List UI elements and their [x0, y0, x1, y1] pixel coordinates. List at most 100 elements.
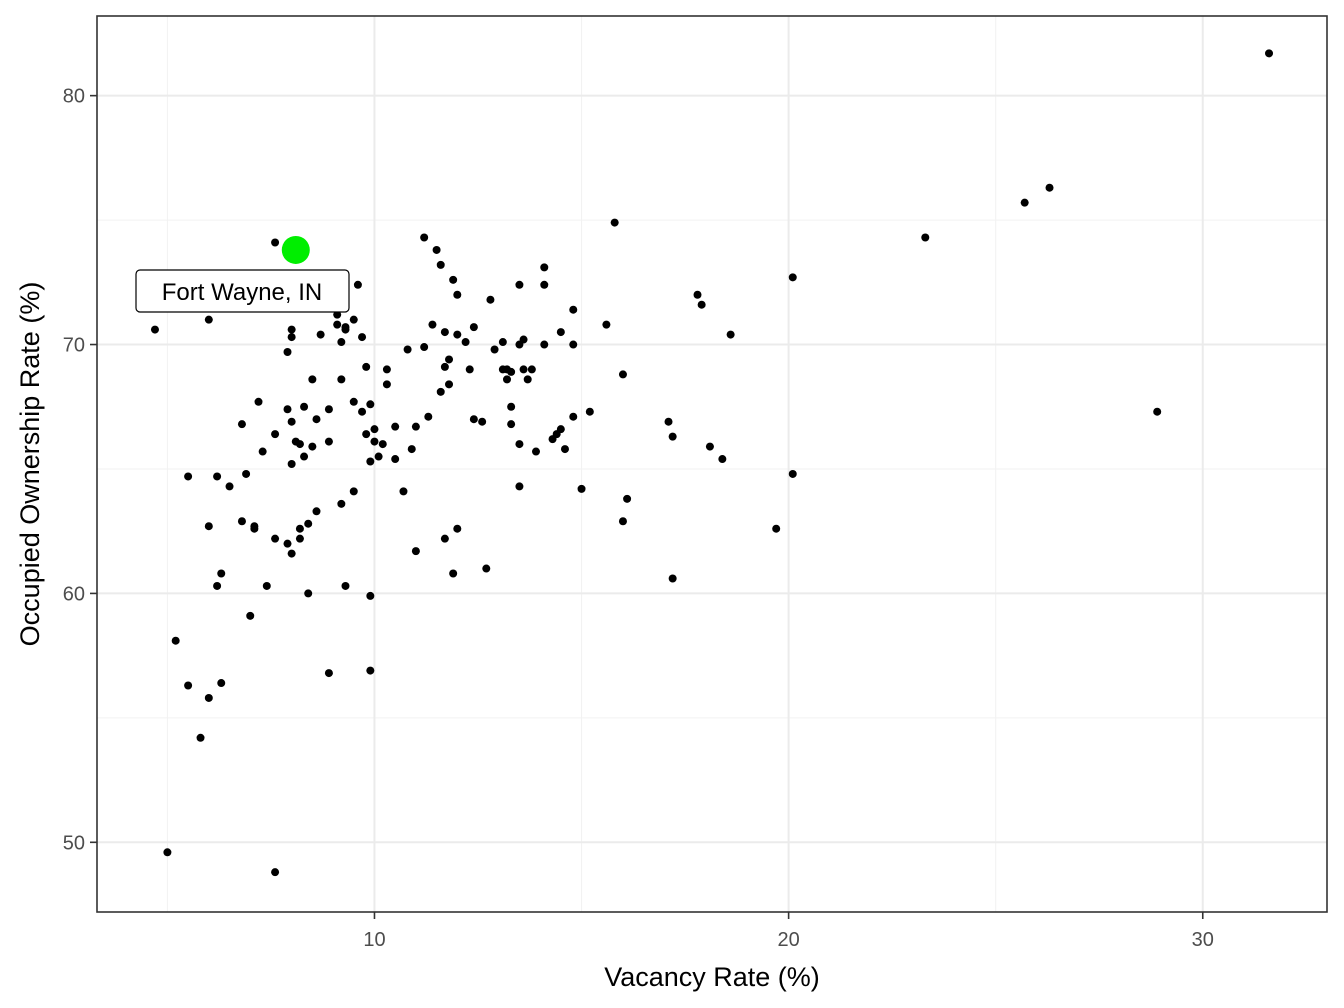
data-point [772, 524, 781, 533]
data-point [324, 405, 333, 414]
data-point [507, 367, 516, 376]
data-point [237, 517, 246, 526]
data-point [461, 338, 470, 347]
data-point [718, 455, 727, 464]
data-point [283, 539, 292, 548]
data-point [788, 469, 797, 478]
minor-gridlines [97, 16, 1327, 912]
data-point [569, 412, 578, 421]
highlight-label-box [135, 269, 350, 313]
data-point [503, 375, 511, 384]
data-point [411, 547, 420, 556]
data-point [366, 400, 375, 409]
data-point [366, 666, 375, 675]
data-point [378, 440, 387, 449]
data-point [370, 425, 379, 434]
data-point [440, 328, 449, 337]
data-point [184, 472, 193, 481]
data-point [445, 380, 454, 389]
data-point [407, 445, 416, 454]
data-point [308, 442, 317, 451]
data-point [411, 422, 420, 431]
data-point [569, 305, 578, 314]
y-axis-ticks: 50 60 70 80 [63, 86, 97, 854]
data-point [258, 447, 267, 456]
data-point [556, 425, 565, 434]
data-point [519, 335, 528, 344]
highlight-group: Fort Wayne, IN [135, 235, 350, 313]
data-point [349, 397, 358, 406]
y-tick-label: 50 [63, 832, 85, 854]
data-point [358, 333, 367, 342]
data-point [432, 245, 441, 254]
data-point [246, 611, 255, 620]
data-point [507, 402, 516, 411]
data-point [337, 338, 346, 347]
data-point [519, 365, 528, 374]
data-point [602, 320, 611, 329]
data-point [540, 280, 549, 289]
data-point [308, 375, 317, 384]
data-point [283, 405, 292, 414]
data-point [250, 522, 259, 531]
x-axis-ticks: 10 20 30 [363, 912, 1214, 951]
data-point [705, 442, 714, 451]
x-axis-title: Vacancy Rate (%) [604, 962, 820, 992]
data-point [204, 693, 213, 702]
data-point [337, 499, 346, 508]
data-point [436, 387, 445, 396]
y-tick-label: 60 [63, 583, 85, 605]
data-point [333, 310, 342, 319]
data-point [540, 340, 549, 349]
data-point [312, 507, 321, 516]
data-point [271, 534, 280, 543]
data-point [428, 320, 437, 329]
data-point [424, 412, 433, 421]
data-point [1020, 198, 1029, 207]
data-points [150, 49, 1274, 877]
data-point [436, 260, 445, 269]
data-point [324, 669, 333, 678]
data-point [225, 482, 234, 491]
data-point [304, 589, 313, 598]
data-point [921, 233, 930, 242]
data-point [668, 574, 677, 583]
data-point [171, 636, 180, 645]
highlight-label: Fort Wayne, IN [162, 279, 322, 306]
data-point [337, 375, 346, 384]
y-axis-title: Occupied Ownership Rate (%) [15, 282, 45, 647]
data-point [391, 455, 400, 464]
data-point [469, 415, 478, 424]
data-point [403, 345, 412, 354]
data-point [283, 348, 292, 356]
x-tick-label: 10 [363, 929, 385, 951]
data-point [287, 333, 296, 342]
data-point [449, 275, 458, 284]
data-point [527, 365, 536, 374]
data-point [262, 581, 271, 590]
x-tick-label: 30 [1192, 929, 1214, 951]
data-point [531, 447, 540, 456]
data-point [391, 422, 400, 431]
major-gridlines [97, 16, 1327, 912]
data-point [295, 534, 304, 543]
data-point [287, 460, 296, 468]
data-point [618, 370, 627, 379]
data-point [515, 482, 524, 491]
data-point [300, 452, 309, 461]
data-point [382, 380, 391, 389]
highlight-point [281, 235, 310, 264]
data-point [577, 484, 586, 493]
data-point [482, 564, 491, 573]
data-point [295, 524, 304, 533]
data-point [523, 375, 532, 384]
x-tick-label: 20 [777, 929, 799, 951]
data-point [1045, 183, 1054, 192]
data-point [693, 290, 702, 299]
data-point [287, 549, 296, 558]
data-point [333, 320, 342, 329]
data-point [486, 295, 495, 304]
data-point [618, 517, 627, 526]
data-point [324, 437, 333, 446]
